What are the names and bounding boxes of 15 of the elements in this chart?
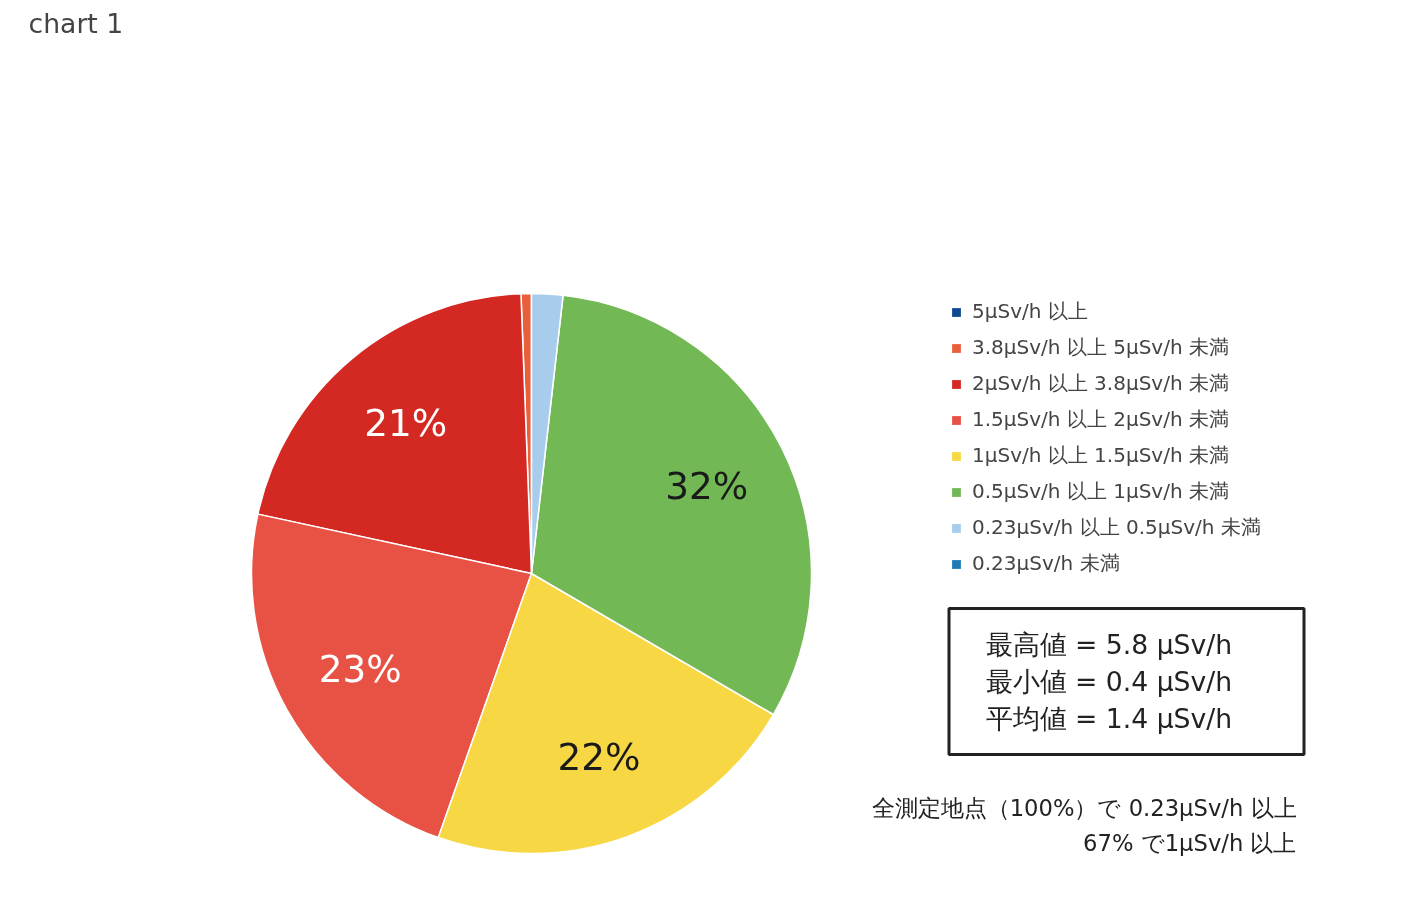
legend-label: 5μSv/h 以上 <box>972 298 1088 325</box>
chart-title: chart 1 <box>28 7 124 39</box>
data-label: 21% <box>364 401 448 446</box>
legend-label: 0.23μSv/h 以上 0.5μSv/h 未満 <box>972 514 1261 541</box>
legend-label: 0.23μSv/h 未満 <box>972 550 1120 577</box>
text: 全測定地点（100%）で 0.23μSv/h 以上 67% で1μSv/h 以上 <box>871 794 1297 857</box>
text: 最高値 = 5.8 μSv/h 最小値 = 0.4 μSv/h 平均値 = 1.4 μSv/h <box>985 628 1233 735</box>
data-label: 22% <box>557 735 641 780</box>
legend-label: 0.5μSv/h 以上 1μSv/h 未満 <box>972 478 1229 505</box>
data-label: 32% <box>665 463 749 508</box>
legend-label: 2μSv/h 以上 3.8μSv/h 未満 <box>972 370 1229 397</box>
legend-label: 3.8μSv/h 以上 5μSv/h 未満 <box>972 334 1229 361</box>
legend-label: 1.5μSv/h 以上 2μSv/h 未満 <box>972 406 1229 433</box>
data-label: 23% <box>318 647 402 691</box>
legend-label: 1μSv/h 以上 1.5μSv/h 未満 <box>972 442 1229 469</box>
